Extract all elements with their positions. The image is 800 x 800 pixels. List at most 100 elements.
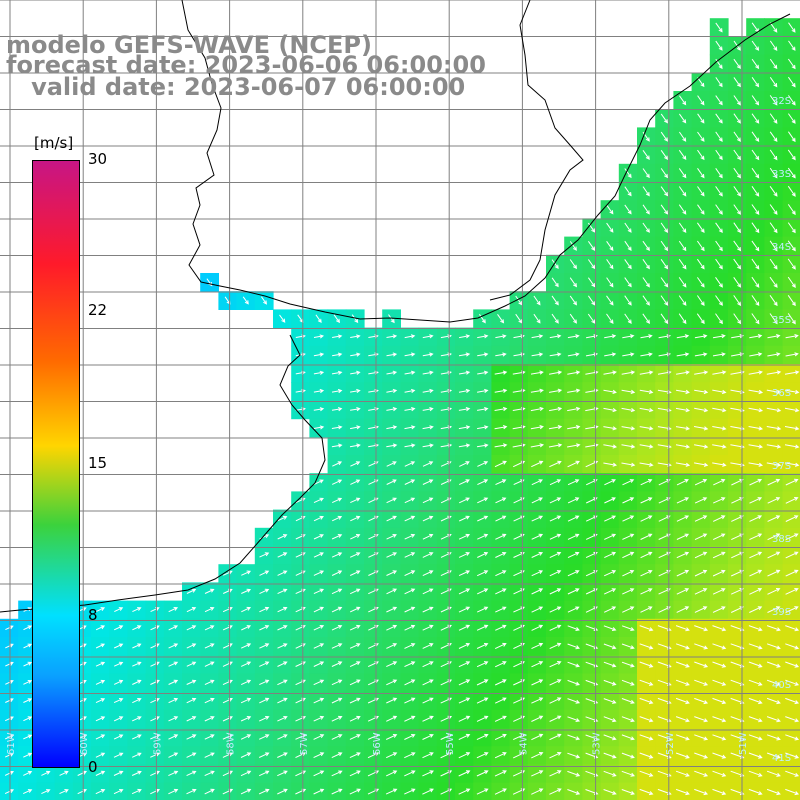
wind-arrow [186, 734, 197, 740]
wind-arrow [277, 515, 288, 522]
wind-arrow [549, 733, 562, 741]
wind-arrow [331, 770, 343, 777]
wind-arrow [422, 770, 434, 777]
wind-arrow [548, 443, 563, 448]
wind-arrow [712, 661, 727, 668]
wind-arrow [787, 167, 796, 179]
wind-arrow [495, 479, 507, 486]
wind-arrow [404, 552, 416, 558]
wind-arrow [712, 389, 727, 395]
wind-arrow [494, 788, 507, 795]
wind-arrow [694, 426, 709, 431]
wind-arrow [204, 770, 215, 777]
wind-arrow [331, 552, 343, 558]
wind-arrow [315, 314, 322, 324]
wind-arrow [386, 570, 398, 576]
wind-arrow [660, 131, 668, 142]
wind-arrow [624, 222, 632, 233]
title-model: modelo GEFS-WAVE (NCEP) [6, 31, 372, 59]
wind-arrow [458, 606, 471, 613]
wind-arrow [639, 716, 654, 723]
wind-arrow [675, 426, 691, 431]
wind-arrow [751, 113, 760, 124]
wind-arrow [204, 625, 215, 631]
wind-arrow [622, 352, 635, 357]
wind-arrow [186, 716, 197, 722]
wind-arrow [494, 661, 507, 668]
wind-arrow [478, 314, 486, 324]
wind-arrow [678, 131, 687, 142]
wind-arrow [785, 697, 800, 705]
wind-arrow [331, 588, 343, 595]
wind-arrow [748, 734, 763, 741]
wind-arrow [587, 259, 596, 270]
wind-arrow [769, 95, 778, 106]
wind-arrow [495, 334, 507, 339]
wind-arrow [567, 606, 580, 613]
wind-arrow [712, 551, 726, 559]
wind-arrow [515, 295, 523, 306]
wind-arrow [748, 444, 764, 449]
wind-arrow [639, 407, 654, 413]
wind-arrow [639, 462, 654, 467]
wind-arrow [531, 770, 544, 777]
wind-arrow [715, 313, 723, 325]
wind-arrow [567, 661, 580, 668]
wind-arrow [697, 168, 705, 179]
wind-arrow [567, 533, 580, 540]
wind-arrow [769, 149, 778, 161]
wind-arrow [422, 334, 434, 339]
wind-arrow [749, 352, 763, 357]
wind-arrow [567, 625, 580, 631]
wind-arrow [549, 334, 562, 339]
wind-arrow [712, 643, 727, 650]
wind-arrow [787, 185, 796, 197]
wind-arrow [675, 788, 690, 796]
wind-arrow [766, 426, 782, 431]
wind-arrow [168, 734, 179, 740]
wind-arrow [494, 770, 507, 777]
wind-arrow [331, 443, 343, 448]
wind-arrow [676, 551, 690, 559]
wind-arrow [622, 334, 635, 339]
wind-arrow [331, 606, 343, 613]
wind-arrow [404, 661, 416, 668]
wind-arrow [258, 734, 270, 740]
wind-arrow [603, 389, 617, 394]
wind-arrow [787, 295, 796, 307]
wind-arrow [676, 479, 689, 486]
wind-arrow [204, 716, 215, 722]
wind-arrow [694, 444, 709, 449]
wind-arrow [331, 497, 343, 504]
wind-arrow [748, 426, 764, 431]
wind-arrow [313, 388, 325, 394]
wind-arrow [313, 606, 325, 613]
wind-arrow [567, 443, 581, 448]
wind-arrow [458, 370, 471, 375]
wind-arrow [767, 478, 781, 486]
wind-arrow [766, 697, 781, 705]
wind-arrow [567, 515, 580, 522]
wind-arrow [277, 679, 288, 686]
wind-arrow [603, 370, 617, 375]
wind-arrow [5, 698, 14, 703]
wind-arrow [459, 461, 470, 467]
wind-arrow [531, 752, 544, 759]
wind-arrow [549, 679, 562, 686]
colorbar-tick-15: 15 [88, 454, 108, 472]
wind-arrow [642, 259, 650, 270]
wind-arrow [95, 716, 106, 722]
wind-arrow [95, 789, 106, 795]
wind-arrow [696, 240, 705, 252]
wind-arrow [386, 679, 398, 686]
wind-arrow [530, 425, 544, 430]
wind-arrow [767, 352, 781, 357]
wind-arrow [331, 570, 343, 576]
wind-arrow [458, 788, 471, 795]
wind-arrow [712, 606, 726, 613]
colorbar-unit: [m/s] [34, 134, 74, 152]
wind-arrow [660, 313, 669, 325]
wind-arrow [749, 606, 763, 613]
wind-arrow [313, 352, 325, 357]
